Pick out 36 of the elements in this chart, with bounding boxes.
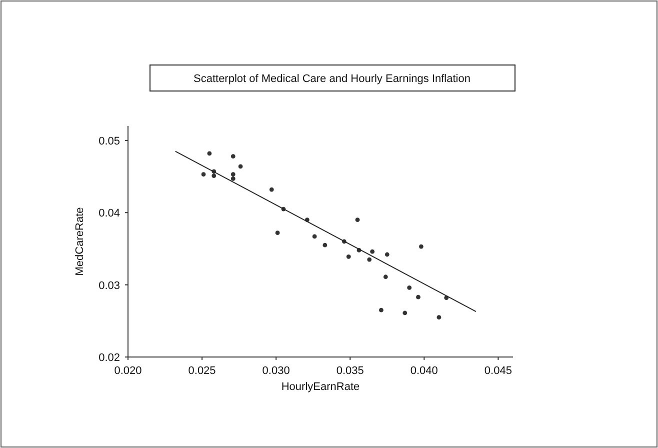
point bbox=[230, 176, 236, 181]
point bbox=[275, 230, 280, 236]
point bbox=[230, 172, 236, 177]
point bbox=[379, 308, 384, 312]
chart-title: Scatterplot of Medical Care and Hourly Earnings Inflation bbox=[194, 73, 470, 85]
x-axis-title: HourlyEarnRate bbox=[281, 381, 360, 393]
point bbox=[201, 172, 206, 177]
point bbox=[312, 234, 317, 239]
point bbox=[230, 154, 236, 159]
point bbox=[383, 274, 388, 280]
y-tick-label: 0.03 bbox=[98, 280, 120, 292]
point bbox=[418, 244, 424, 249]
point bbox=[416, 294, 420, 300]
point bbox=[212, 174, 216, 178]
point bbox=[207, 151, 212, 156]
x-tick-label: 0.040 bbox=[410, 365, 438, 377]
point bbox=[436, 315, 442, 320]
point bbox=[402, 310, 408, 316]
point bbox=[238, 164, 243, 169]
point bbox=[370, 249, 375, 254]
y-tick-label: 0.04 bbox=[98, 208, 120, 220]
x-tick-label: 0.045 bbox=[484, 365, 512, 377]
y-tick-label: 0.02 bbox=[98, 352, 120, 364]
x-tick-label: 0.030 bbox=[262, 365, 290, 377]
y-tick-label: 0.05 bbox=[98, 135, 120, 148]
point bbox=[355, 218, 360, 222]
point bbox=[407, 286, 412, 290]
x-tick-label: 0.020 bbox=[114, 365, 142, 377]
point bbox=[346, 254, 351, 259]
point bbox=[322, 242, 328, 248]
point bbox=[384, 252, 390, 257]
point bbox=[269, 187, 274, 192]
x-tick-label: 0.025 bbox=[188, 365, 216, 377]
x-tick-label: 0.035 bbox=[336, 365, 364, 377]
y-axis-title: MedCareRate bbox=[74, 207, 86, 276]
point bbox=[367, 257, 372, 262]
